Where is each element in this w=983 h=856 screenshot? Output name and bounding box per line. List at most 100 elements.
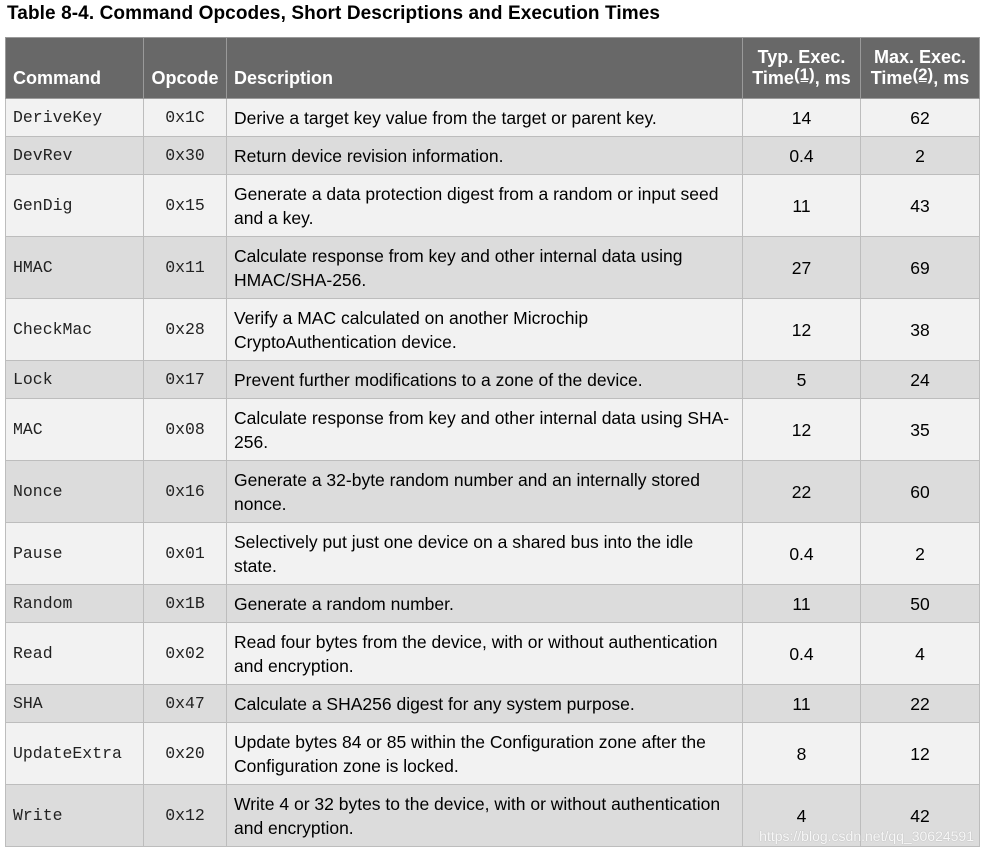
header-max-line1: Max. Exec. bbox=[873, 47, 967, 67]
command-cell: Read bbox=[5, 622, 144, 685]
max-time-cell: 69 bbox=[860, 236, 980, 299]
typ-time-cell: 11 bbox=[742, 174, 861, 237]
typ-time-cell: 8 bbox=[742, 722, 861, 785]
max-time-cell: 60 bbox=[860, 460, 980, 523]
command-cell: Pause bbox=[5, 522, 144, 585]
description-cell: Calculate response from key and other in… bbox=[226, 236, 743, 299]
command-table: Command Opcode Description Typ. Exec. Ti… bbox=[5, 37, 980, 847]
typ-time-cell: 0.4 bbox=[742, 622, 861, 685]
table-row: MAC 0x08 Calculate response from key and… bbox=[5, 398, 980, 461]
footnote-2-link[interactable]: (2) bbox=[912, 65, 934, 84]
max-time-cell: 12 bbox=[860, 722, 980, 785]
table-row: SHA 0x47 Calculate a SHA256 digest for a… bbox=[5, 684, 980, 723]
table-row: DeriveKey 0x1C Derive a target key value… bbox=[5, 98, 980, 137]
typ-time-cell: 12 bbox=[742, 398, 861, 461]
opcode-cell: 0x28 bbox=[143, 298, 227, 361]
table-row: DevRev 0x30 Return device revision infor… bbox=[5, 136, 980, 175]
opcode-cell: 0x08 bbox=[143, 398, 227, 461]
table-row: GenDig 0x15 Generate a data protection d… bbox=[5, 174, 980, 237]
max-time-cell: 24 bbox=[860, 360, 980, 399]
header-description: Description bbox=[226, 37, 743, 99]
description-cell: Return device revision information. bbox=[226, 136, 743, 175]
max-time-cell: 50 bbox=[860, 584, 980, 623]
max-time-cell: 38 bbox=[860, 298, 980, 361]
max-time-cell: 43 bbox=[860, 174, 980, 237]
description-cell: Write 4 or 32 bytes to the device, with … bbox=[226, 784, 743, 847]
command-cell: Lock bbox=[5, 360, 144, 399]
table-row: Random 0x1B Generate a random number. 11… bbox=[5, 584, 980, 623]
table-row: Lock 0x17 Prevent further modifications … bbox=[5, 360, 980, 399]
table-row: Write 0x12 Write 4 or 32 bytes to the de… bbox=[5, 784, 980, 847]
table-row: HMAC 0x11 Calculate response from key an… bbox=[5, 236, 980, 299]
header-command: Command bbox=[5, 37, 144, 99]
table-row: CheckMac 0x28 Verify a MAC calculated on… bbox=[5, 298, 980, 361]
description-cell: Derive a target key value from the targe… bbox=[226, 98, 743, 137]
header-typ-time: Time bbox=[752, 68, 794, 88]
opcode-cell: 0x16 bbox=[143, 460, 227, 523]
footnote-1-link[interactable]: (1) bbox=[793, 65, 815, 84]
max-time-cell: 22 bbox=[860, 684, 980, 723]
typ-time-cell: 5 bbox=[742, 360, 861, 399]
max-time-cell: 2 bbox=[860, 522, 980, 585]
opcode-cell: 0x1B bbox=[143, 584, 227, 623]
header-row: Command Opcode Description Typ. Exec. Ti… bbox=[5, 37, 980, 99]
header-max-unit: , ms bbox=[933, 68, 970, 88]
max-time-cell: 62 bbox=[860, 98, 980, 137]
header-typ-exec-time: Typ. Exec. Time(1), ms bbox=[742, 37, 861, 99]
command-cell: CheckMac bbox=[5, 298, 144, 361]
watermark: https://blog.csdn.net/qq_30624591 bbox=[759, 828, 974, 844]
opcode-cell: 0x17 bbox=[143, 360, 227, 399]
command-cell: Random bbox=[5, 584, 144, 623]
table-row: Pause 0x01 Selectively put just one devi… bbox=[5, 522, 980, 585]
description-cell: Calculate a SHA256 digest for any system… bbox=[226, 684, 743, 723]
command-cell: Write bbox=[5, 784, 144, 847]
description-cell: Generate a random number. bbox=[226, 584, 743, 623]
table-row: Nonce 0x16 Generate a 32-byte random num… bbox=[5, 460, 980, 523]
command-cell: SHA bbox=[5, 684, 144, 723]
header-typ-unit: , ms bbox=[814, 68, 851, 88]
opcode-cell: 0x1C bbox=[143, 98, 227, 137]
typ-time-cell: 11 bbox=[742, 584, 861, 623]
typ-time-cell: 27 bbox=[742, 236, 861, 299]
table-title: Table 8-4. Command Opcodes, Short Descri… bbox=[7, 3, 661, 24]
command-cell: GenDig bbox=[5, 174, 144, 237]
typ-time-cell: 4 bbox=[742, 784, 861, 847]
typ-time-cell: 14 bbox=[742, 98, 861, 137]
command-cell: UpdateExtra bbox=[5, 722, 144, 785]
command-cell: HMAC bbox=[5, 236, 144, 299]
max-time-cell: 2 bbox=[860, 136, 980, 175]
header-max-time: Time bbox=[870, 68, 913, 88]
opcode-cell: 0x12 bbox=[143, 784, 227, 847]
max-time-cell: 42 bbox=[860, 784, 980, 847]
typ-time-cell: 12 bbox=[742, 298, 861, 361]
description-cell: Prevent further modifications to a zone … bbox=[226, 360, 743, 399]
opcode-cell: 0x11 bbox=[143, 236, 227, 299]
table-row: Read 0x02 Read four bytes from the devic… bbox=[5, 622, 980, 685]
command-cell: DeriveKey bbox=[5, 98, 144, 137]
description-cell: Generate a 32-byte random number and an … bbox=[226, 460, 743, 523]
opcode-cell: 0x20 bbox=[143, 722, 227, 785]
typ-time-cell: 11 bbox=[742, 684, 861, 723]
opcode-cell: 0x01 bbox=[143, 522, 227, 585]
description-cell: Selectively put just one device on a sha… bbox=[226, 522, 743, 585]
opcode-cell: 0x30 bbox=[143, 136, 227, 175]
max-time-cell: 4 bbox=[860, 622, 980, 685]
description-cell: Generate a data protection digest from a… bbox=[226, 174, 743, 237]
command-cell: DevRev bbox=[5, 136, 144, 175]
header-opcode: Opcode bbox=[143, 37, 227, 99]
typ-time-cell: 0.4 bbox=[742, 522, 861, 585]
description-cell: Update bytes 84 or 85 within the Configu… bbox=[226, 722, 743, 785]
typ-time-cell: 22 bbox=[742, 460, 861, 523]
description-cell: Read four bytes from the device, with or… bbox=[226, 622, 743, 685]
opcode-cell: 0x02 bbox=[143, 622, 227, 685]
opcode-cell: 0x15 bbox=[143, 174, 227, 237]
command-cell: MAC bbox=[5, 398, 144, 461]
typ-time-cell: 0.4 bbox=[742, 136, 861, 175]
max-time-cell: 35 bbox=[860, 398, 980, 461]
command-cell: Nonce bbox=[5, 460, 144, 523]
table-row: UpdateExtra 0x20 Update bytes 84 or 85 w… bbox=[5, 722, 980, 785]
header-typ-line1: Typ. Exec. bbox=[757, 47, 846, 67]
description-cell: Calculate response from key and other in… bbox=[226, 398, 743, 461]
opcode-cell: 0x47 bbox=[143, 684, 227, 723]
header-max-exec-time: Max. Exec. Time(2), ms bbox=[860, 37, 980, 99]
